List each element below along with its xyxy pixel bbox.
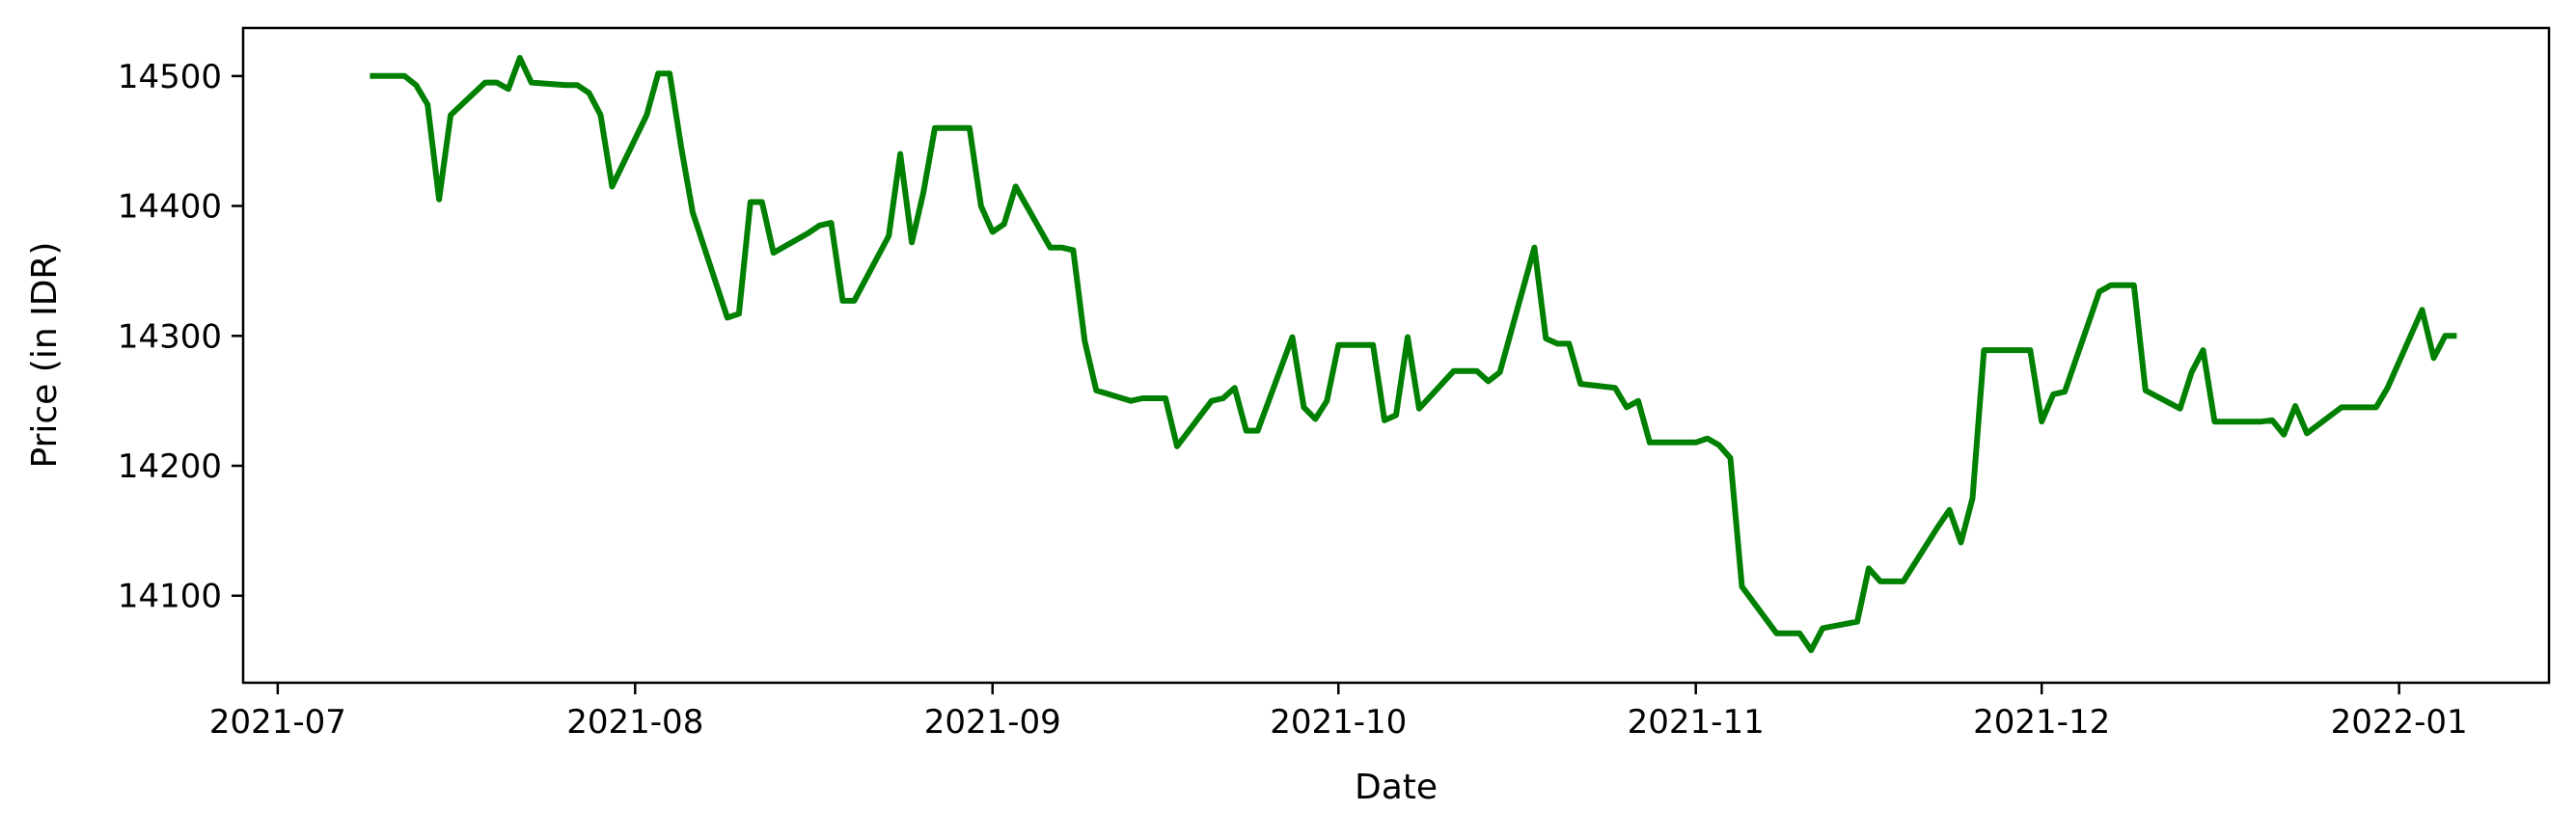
y-tick-label: 14300 (118, 317, 222, 356)
x-tick-label: 2021-12 (1973, 703, 2110, 742)
x-axis-label: Date (1355, 768, 1438, 807)
y-axis-label: Price (in IDR) (25, 242, 65, 469)
x-tick-label: 2021-10 (1270, 703, 1407, 742)
x-axis: 2021-07 2021-08 2021-09 2021-10 2021-11 2021-… (209, 683, 2468, 742)
y-tick-label: 14500 (118, 58, 222, 96)
y-tick-label: 14100 (118, 578, 222, 616)
x-tick-label: 2021-07 (209, 703, 346, 742)
y-tick-label: 14200 (118, 447, 222, 486)
series-layer (370, 55, 2457, 654)
x-tick-label: 2022-01 (2331, 703, 2468, 742)
plot-area-frame (241, 26, 2551, 685)
y-axis: 14100 14200 14300 14400 14500 (118, 58, 243, 616)
x-tick-label: 2021-11 (1628, 703, 1765, 742)
x-tick-label: 2021-08 (566, 703, 703, 742)
series-line (370, 55, 2457, 654)
y-tick-label: 14400 (118, 188, 222, 227)
x-tick-label: 2021-09 (924, 703, 1061, 742)
